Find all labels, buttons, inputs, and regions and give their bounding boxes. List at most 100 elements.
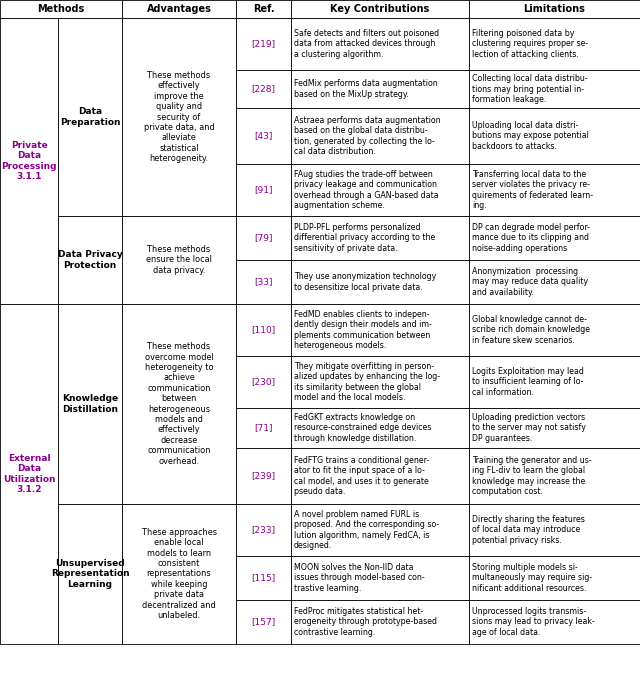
Bar [291,18,469,70]
Bar [236,108,291,164]
Bar [0,0,122,18]
Bar [469,260,640,304]
Text: Advantages: Advantages [147,4,211,14]
Bar [122,216,236,304]
Bar [236,504,291,556]
Bar [469,448,640,504]
Bar [122,304,236,504]
Bar [469,304,640,356]
Bar [122,18,236,216]
Text: [228]: [228] [252,85,275,94]
Text: These approaches
enable local
models to learn
consistent
representations
while k: These approaches enable local models to … [141,528,216,620]
Text: [115]: [115] [252,573,276,582]
Bar [469,600,640,644]
Text: Unsupervised
Representation
Learning: Unsupervised Representation Learning [51,559,129,589]
Text: [43]: [43] [254,132,273,141]
Bar [291,448,469,504]
Text: Filtering poisoned data by
clustering requires proper se-
lection of attacking c: Filtering poisoned data by clustering re… [472,29,588,59]
Text: Transferring local data to the
server violates the privacy re-
quirements of fed: Transferring local data to the server vi… [472,170,593,210]
Bar [236,164,291,216]
Bar [469,164,640,216]
Text: Storing multiple models si-
multaneously may require sig-
nificant additional re: Storing multiple models si- multaneously… [472,563,592,593]
Bar [0,304,58,644]
Bar [291,356,469,408]
Bar [236,260,291,304]
Bar [122,0,236,18]
Text: Ref.: Ref. [253,4,275,14]
Bar [291,504,469,556]
Text: [71]: [71] [254,424,273,433]
Bar [236,70,291,108]
Text: External
Data
Utilization
3.1.2: External Data Utilization 3.1.2 [3,454,55,494]
Text: A novel problem named FURL is
proposed. And the corresponding so-
lution algorit: A novel problem named FURL is proposed. … [294,510,439,550]
Text: Knowledge
Distillation: Knowledge Distillation [62,394,118,413]
Bar [236,408,291,448]
Bar [236,556,291,600]
Bar [469,408,640,448]
Bar [236,0,291,18]
Text: Directly sharing the features
of local data may introduce
potential privacy risk: Directly sharing the features of local d… [472,515,585,545]
Bar [291,600,469,644]
Text: Training the generator and us-
ing FL-div to learn the global
knowledge may incr: Training the generator and us- ing FL-di… [472,456,592,496]
Text: [239]: [239] [252,471,276,480]
Bar [236,448,291,504]
Bar [236,356,291,408]
Text: Unprocessed logits transmis-
sions may lead to privacy leak-
age of local data.: Unprocessed logits transmis- sions may l… [472,607,595,637]
Bar [291,0,469,18]
Text: Limitations: Limitations [524,4,586,14]
Text: Collecting local data distribu-
tions may bring potential in-
formation leakage.: Collecting local data distribu- tions ma… [472,74,588,104]
Text: [33]: [33] [254,278,273,287]
Text: FAug studies the trade-off between
privacy leakage and communication
overhead th: FAug studies the trade-off between priva… [294,170,438,210]
Bar [469,18,640,70]
Bar [0,18,58,304]
Bar [236,600,291,644]
Bar [469,356,640,408]
Text: FedMix performs data augmentation
based on the MixUp strategy.: FedMix performs data augmentation based … [294,79,438,99]
Bar [236,18,291,70]
Bar [236,304,291,356]
Bar [291,260,469,304]
Text: [230]: [230] [252,378,276,387]
Text: FedGKT extracts knowledge on
resource-constrained edge devices
through knowledge: FedGKT extracts knowledge on resource-co… [294,413,431,443]
Text: [110]: [110] [252,325,276,334]
Bar [469,70,640,108]
Text: Uploading local data distri-
butions may expose potential
backdoors to attacks.: Uploading local data distri- butions may… [472,121,589,151]
Bar [291,216,469,260]
Bar [291,164,469,216]
Text: PLDP-PFL performs personalized
differential privacy according to the
sensitivity: PLDP-PFL performs personalized different… [294,223,435,253]
Text: Global knowledge cannot de-
scribe rich domain knowledge
in feature skew scenari: Global knowledge cannot de- scribe rich … [472,315,590,345]
Bar [58,304,122,504]
Text: Private
Data
Processing
3.1.1: Private Data Processing 3.1.1 [1,141,57,181]
Text: They use anonymization technology
to desensitize local private data.: They use anonymization technology to des… [294,272,436,291]
Text: Logits Exploitation may lead
to insufficient learning of lo-
cal information.: Logits Exploitation may lead to insuffic… [472,367,584,397]
Text: These methods
effectively
improve the
quality and
security of
private data, and
: These methods effectively improve the qu… [143,71,214,163]
Text: DP can degrade model perfor-
mance due to its clipping and
noise-adding operatio: DP can degrade model perfor- mance due t… [472,223,590,253]
Bar [469,0,640,18]
Text: Anonymization  processing
may may reduce data quality
and availability.: Anonymization processing may may reduce … [472,267,588,297]
Text: MOON solves the Non-IID data
issues through model-based con-
trastive learning.: MOON solves the Non-IID data issues thro… [294,563,425,593]
Bar [122,504,236,644]
Text: Safe detects and filters out poisoned
data from attacked devices through
a clust: Safe detects and filters out poisoned da… [294,29,439,59]
Text: Key Contributions: Key Contributions [330,4,429,14]
Text: [157]: [157] [252,617,276,626]
Text: [79]: [79] [254,234,273,243]
Text: FedFTG trains a conditional gener-
ator to fit the input space of a lo-
cal mode: FedFTG trains a conditional gener- ator … [294,456,429,496]
Text: [219]: [219] [252,39,276,48]
Bar [58,216,122,304]
Text: Astraea performs data augmentation
based on the global data distribu-
tion, gene: Astraea performs data augmentation based… [294,116,440,156]
Bar [469,504,640,556]
Bar [58,18,122,216]
Bar [291,70,469,108]
Bar [469,108,640,164]
Bar [291,556,469,600]
Text: They mitigate overfitting in person-
alized updates by enhancing the log-
its si: They mitigate overfitting in person- ali… [294,362,440,402]
Text: These methods
ensure the local
data privacy.: These methods ensure the local data priv… [146,245,212,275]
Text: Data
Preparation: Data Preparation [60,107,120,127]
Text: [233]: [233] [252,526,276,535]
Bar [236,216,291,260]
Bar [469,216,640,260]
Text: Uploading prediction vectors
to the server may not satisfy
DP guarantees.: Uploading prediction vectors to the serv… [472,413,586,443]
Bar [291,304,469,356]
Text: FedProc mitigates statistical het-
erogeneity through prototype-based
contrastiv: FedProc mitigates statistical het- eroge… [294,607,437,637]
Text: Methods: Methods [37,4,84,14]
